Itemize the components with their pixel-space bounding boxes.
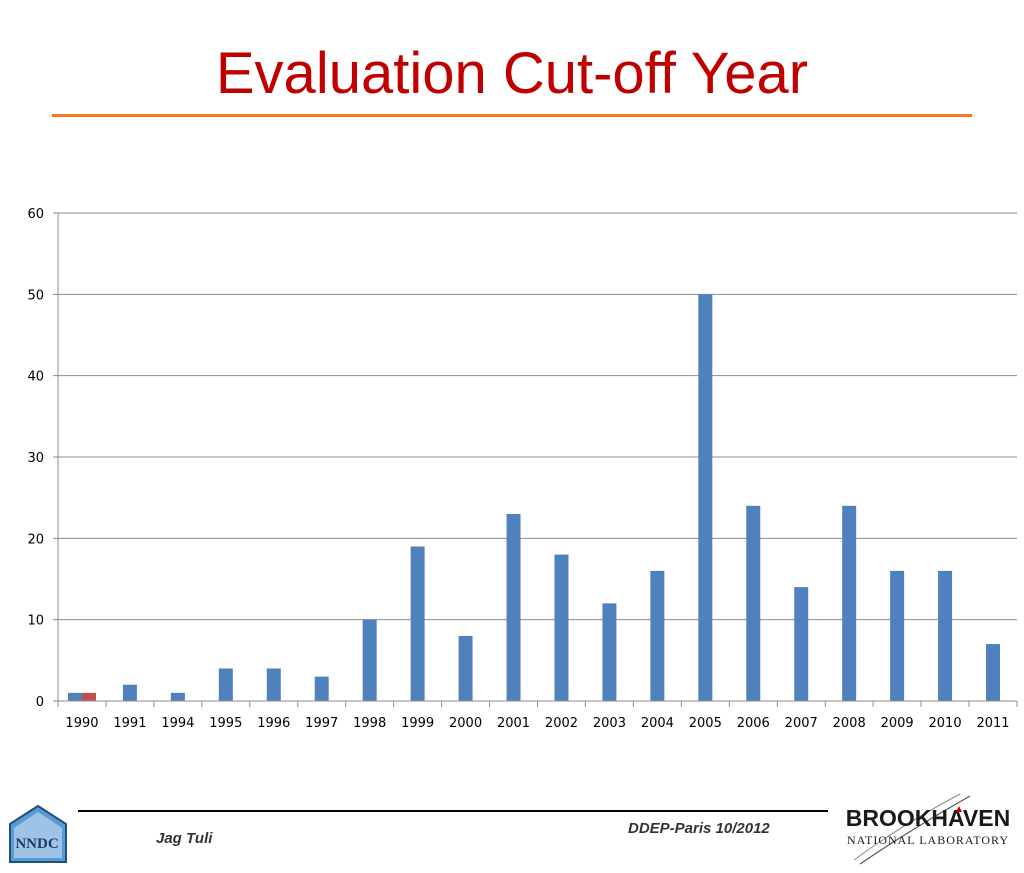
y-tick-label: 10 [27, 614, 44, 629]
x-tick-label: 1991 [113, 716, 146, 731]
bar [506, 513, 521, 701]
bar [650, 570, 665, 701]
x-tick-label: 2007 [785, 716, 818, 731]
bar [842, 505, 857, 701]
x-tick-label: 2000 [449, 716, 482, 731]
x-tick-label: 1995 [209, 716, 242, 731]
title-underline [52, 114, 972, 117]
bar [67, 692, 82, 701]
bar-highlight [81, 692, 96, 701]
x-tick-label: 1994 [161, 716, 194, 731]
nndc-logo: NNDC [4, 800, 70, 871]
x-tick-label: 2009 [881, 716, 914, 731]
x-tick-label: 1997 [305, 716, 338, 731]
x-tick-label: 2001 [497, 716, 530, 731]
bar [266, 668, 281, 701]
bar [314, 676, 329, 701]
y-tick-label: 50 [27, 288, 44, 303]
x-tick-label: 2004 [641, 716, 674, 731]
bar [122, 684, 137, 701]
bar [602, 603, 617, 701]
bar [410, 546, 425, 701]
bar [698, 294, 713, 701]
y-tick-label: 20 [27, 532, 44, 547]
x-tick-label: 2005 [689, 716, 722, 731]
x-tick-label: 1999 [401, 716, 434, 731]
bar [746, 505, 761, 701]
x-tick-label: 1996 [257, 716, 290, 731]
bar [170, 692, 185, 701]
footer-author: Jag Tuli [156, 830, 213, 847]
x-tick-label: 2011 [976, 716, 1009, 731]
x-tick-label: 2003 [593, 716, 626, 731]
brookhaven-logo: BROOKHAVEN NATIONAL LABORATORY [830, 790, 1020, 873]
y-tick-label: 30 [27, 451, 44, 466]
y-tick-label: 0 [36, 695, 44, 710]
bar [794, 587, 809, 701]
y-tick-label: 40 [27, 370, 44, 385]
x-tick-label: 2010 [929, 716, 962, 731]
x-tick-label: 1998 [353, 716, 386, 731]
x-tick-label: 2002 [545, 716, 578, 731]
brookhaven-logo-line2: NATIONAL LABORATORY [847, 833, 1009, 847]
nndc-logo-text: NNDC [15, 836, 58, 852]
bar [218, 668, 233, 701]
x-tick-label: 1990 [65, 716, 98, 731]
slide-title: Evaluation Cut-off Year [215, 41, 809, 106]
brookhaven-logo-line1: BROOKHAVEN [846, 805, 1010, 831]
bar [458, 635, 473, 701]
bar [986, 644, 1001, 701]
footer-divider [78, 810, 828, 812]
x-tick-label: 2008 [833, 716, 866, 731]
bar [938, 570, 953, 701]
bar [362, 619, 377, 701]
bar [890, 570, 905, 701]
footer-event: DDEP-Paris 10/2012 [628, 820, 770, 837]
bar [554, 554, 569, 701]
bar-chart: 0 10 20 30 40 50 60 1990 1991 1994 1995 1996 1997 199… [27, 207, 1018, 731]
x-tick-label: 2006 [737, 716, 770, 731]
y-tick-label: 60 [27, 207, 44, 222]
